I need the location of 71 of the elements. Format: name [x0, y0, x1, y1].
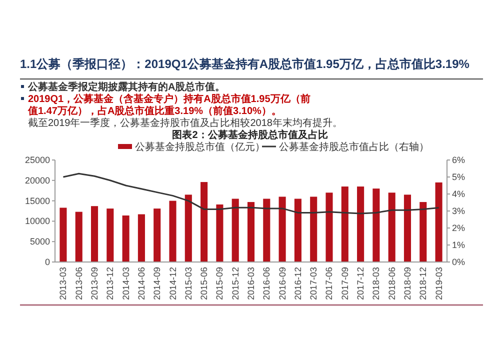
- bar: [75, 212, 82, 262]
- bar: [372, 188, 380, 262]
- bar: [404, 194, 412, 262]
- bar: [435, 182, 442, 262]
- x-tick-label: 2016-09: [277, 267, 288, 300]
- x-tick-label: 2016-06: [262, 267, 272, 300]
- x-tick-label: 2018-09: [402, 267, 412, 300]
- legend-label: 公募基金持股总市值占比（右轴）: [279, 141, 429, 153]
- line-series: [62, 172, 440, 214]
- y-tick-label: 0: [44, 257, 50, 267]
- x-tick-label: 2014-06: [136, 267, 146, 300]
- y-tick-label: 10000: [24, 216, 50, 226]
- bar: [294, 198, 302, 262]
- y2-tick-label: 1%: [452, 240, 466, 250]
- bar: [388, 192, 396, 262]
- x-tick-label: 2015-12: [230, 267, 240, 300]
- text: 截至2019年一季度，公募基金持股市值及占比相较2018年末均有提升。: [28, 117, 342, 129]
- x-tick-label: 2017-12: [356, 267, 366, 300]
- x-tick-label: 2015-09: [214, 267, 225, 300]
- x-tick-label: 2014-12: [168, 267, 178, 300]
- x-tick-label: 2013-09: [90, 267, 100, 300]
- x-tick-label: 2013-06: [74, 267, 84, 300]
- bar: [106, 208, 114, 262]
- bar: [138, 214, 145, 262]
- legend-label: 公募基金持股总市值（亿元）: [135, 141, 265, 153]
- x-tick-label: 2014-03: [120, 267, 131, 300]
- bar: [232, 198, 239, 262]
- bar: [310, 196, 318, 262]
- text: 2019Q1，公募基金（含基金专户）持有A股总市值1.95万亿（前值1.47万亿），占A股总市值比重3.19%（前值3.10%）。: [27, 93, 310, 117]
- x-tick-label: 2017-03: [308, 267, 319, 300]
- bar: [122, 215, 130, 262]
- y2-tick-label: 4%: [452, 189, 466, 199]
- x-tick-label: 2019-03: [434, 267, 444, 300]
- bar: [90, 206, 98, 262]
- x-tick-label: 2017-09: [340, 267, 350, 300]
- bar: [247, 202, 255, 262]
- bar: [326, 192, 333, 262]
- x-tick-label: 2015-06: [199, 267, 210, 300]
- y2-tick-label: 5%: [452, 172, 466, 182]
- x-tick-label: 2017-06: [324, 267, 334, 300]
- bar: [60, 208, 67, 262]
- bar: [184, 194, 192, 262]
- y-tick-label: 5000: [30, 236, 50, 247]
- bar: [200, 182, 208, 262]
- x-tick-label: 2013-12: [105, 267, 116, 300]
- bar: [341, 186, 348, 262]
- y2-tick-label: 0%: [452, 257, 466, 267]
- y-tick-label: 20000: [24, 175, 50, 186]
- bar: [216, 204, 224, 262]
- bar: [263, 198, 270, 262]
- x-tick-label: 2015-03: [183, 267, 194, 300]
- y2-tick-label: 6%: [452, 155, 466, 165]
- y-tick-label: 25000: [24, 155, 50, 165]
- bar: [420, 202, 427, 262]
- y-tick-label: 15000: [24, 196, 50, 206]
- bar: [169, 200, 176, 262]
- y2-tick-label: 2%: [452, 223, 466, 233]
- x-tick-label: 2018-03: [371, 267, 382, 300]
- x-tick-label: 2016-03: [246, 267, 256, 300]
- x-tick-label: 2018-06: [386, 267, 397, 300]
- x-tick-label: 2014-09: [152, 267, 162, 300]
- x-tick-label: 2013-03: [58, 267, 68, 300]
- chart-subtitle: 图表2：公募基金持股总市值及占比: [172, 129, 328, 141]
- y2-tick-label: 3%: [452, 206, 466, 216]
- text: 公募基金季报定期披露其持有的A股总市值。: [27, 81, 226, 93]
- x-tick-label: 2018-12: [418, 267, 428, 300]
- bar: [278, 196, 286, 262]
- bar: [154, 208, 161, 262]
- x-tick-label: 2016-12: [292, 267, 303, 300]
- bar: [357, 186, 364, 262]
- chart-title: 1.1公募（季报口径）：2019Q1公募基金持有A股总市值1.95万亿，占总市值比3.19%: [20, 57, 470, 71]
